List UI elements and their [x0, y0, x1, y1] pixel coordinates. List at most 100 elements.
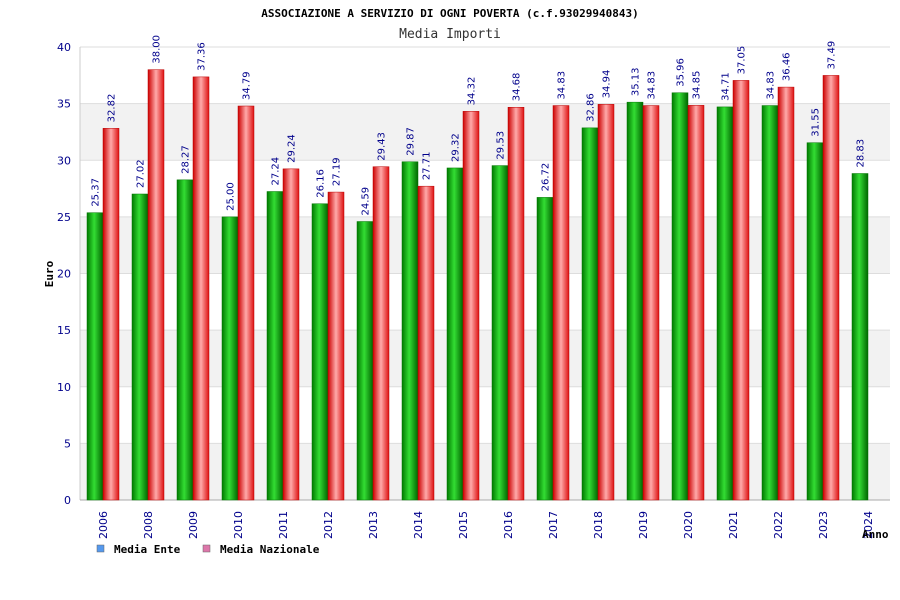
bar-value-label: 26.16 — [316, 169, 327, 198]
plot-band — [80, 273, 890, 331]
y-tick-label: 30 — [57, 154, 71, 167]
bar-value-label: 29.87 — [406, 127, 417, 156]
bar-media-ente — [446, 167, 464, 501]
bar-value-label: 25.00 — [226, 182, 237, 211]
bar-media-nazionale — [462, 111, 480, 501]
bar-value-label: 32.86 — [586, 93, 597, 122]
bar-media-nazionale — [372, 166, 390, 501]
bar-value-label: 25.37 — [91, 178, 102, 207]
bar-value-label: 34.94 — [602, 70, 613, 99]
bar-value-label: 34.68 — [512, 73, 523, 102]
x-tick-label: 2022 — [772, 511, 785, 539]
y-axis-ticks: 0 5 10 15 20 25 30 35 40 — [57, 41, 71, 507]
bar-media-nazionale — [822, 75, 840, 501]
bar-value-label: 32.82 — [107, 94, 118, 123]
y-tick-label: 35 — [57, 98, 71, 111]
x-tick-label: 2009 — [187, 511, 200, 539]
bar-media-ente — [491, 165, 509, 501]
bar-media-ente — [86, 212, 104, 501]
bar-media-ente — [221, 216, 239, 501]
legend-label: Media Nazionale — [220, 543, 320, 556]
y-tick-label: 40 — [57, 41, 71, 54]
bar-media-nazionale — [777, 86, 795, 501]
bar-media-ente — [536, 197, 554, 501]
x-tick-label: 2021 — [727, 511, 740, 539]
legend-swatch — [96, 544, 105, 553]
bar-media-ente — [581, 127, 599, 501]
plot-band — [80, 160, 890, 217]
bar-media-nazionale — [597, 104, 615, 501]
bar-value-label: 38.00 — [152, 35, 163, 64]
bar-value-label: 34.83 — [647, 71, 658, 100]
bar-media-nazionale — [147, 69, 165, 501]
x-tick-label: 2008 — [142, 511, 155, 539]
y-tick-label: 20 — [57, 268, 71, 281]
bar-value-label: 34.79 — [242, 71, 253, 100]
x-tick-label: 2016 — [502, 511, 515, 539]
bar-media-nazionale — [552, 105, 570, 501]
y-tick-label: 5 — [64, 437, 71, 450]
y-tick-label: 25 — [57, 211, 71, 224]
bars — [86, 69, 869, 501]
x-tick-label: 2013 — [367, 511, 380, 539]
grid-lines — [79, 46, 890, 501]
legend-swatch — [202, 544, 211, 553]
bar-media-ente — [131, 193, 149, 501]
bar-value-label: 34.71 — [721, 72, 732, 101]
value-labels: 25.37 32.82 27.02 38.00 28.27 37.36 25.00 34.79… — [91, 35, 867, 216]
bar-media-ente — [401, 161, 419, 501]
bar-value-label: 26.72 — [541, 163, 552, 192]
bar-value-label: 34.83 — [766, 71, 777, 100]
bar-media-ente — [311, 203, 329, 501]
bar-media-ente — [266, 191, 284, 501]
bar-media-ente — [626, 101, 644, 501]
bar-media-ente — [176, 179, 194, 501]
bar-value-label: 34.83 — [557, 71, 568, 100]
bar-value-label: 27.24 — [271, 157, 282, 186]
bar-value-label: 36.46 — [782, 52, 793, 81]
bar-value-label: 24.59 — [361, 187, 372, 216]
legend: Media Ente Media Nazionale — [96, 543, 320, 556]
bar-value-label: 31.55 — [811, 108, 822, 137]
bar-value-label: 29.53 — [496, 131, 507, 160]
bar-value-label: 37.05 — [737, 46, 748, 75]
bar-media-nazionale — [642, 105, 660, 501]
bar-value-label: 27.19 — [332, 157, 343, 186]
x-tick-label: 2006 — [97, 511, 110, 539]
legend-label: Media Ente — [114, 543, 181, 556]
plot-band — [80, 47, 890, 104]
x-axis-label: Anno — [862, 528, 889, 541]
bar-value-label: 34.32 — [467, 77, 478, 106]
bar-value-label: 29.43 — [377, 132, 388, 161]
plot-band — [80, 216, 890, 274]
bar-media-ente — [761, 105, 779, 501]
x-tick-label: 2024 — [862, 511, 875, 539]
bar-value-label: 28.27 — [181, 145, 192, 174]
x-tick-label: 2014 — [412, 511, 425, 539]
bar-media-nazionale — [732, 80, 750, 501]
bar-media-ente — [806, 142, 824, 501]
y-tick-label: 10 — [57, 381, 71, 394]
bar-value-label: 35.96 — [676, 58, 687, 87]
plot-background — [80, 47, 890, 500]
bar-media-ente — [356, 221, 374, 501]
x-tick-label: 2011 — [277, 511, 290, 539]
bar-value-label: 35.13 — [631, 68, 642, 97]
x-tick-label: 2019 — [637, 511, 650, 539]
bar-media-nazionale — [507, 106, 525, 501]
bar-value-label: 28.83 — [856, 139, 867, 168]
x-tick-label: 2017 — [547, 511, 560, 539]
y-axis-label: Euro — [43, 260, 56, 287]
x-tick-label: 2023 — [817, 511, 830, 539]
bar-value-label: 29.24 — [287, 134, 298, 163]
y-tick-label: 0 — [64, 494, 71, 507]
plot-band — [80, 386, 890, 444]
bar-media-nazionale — [282, 168, 300, 501]
bar-value-label: 29.32 — [451, 133, 462, 162]
bar-media-nazionale — [687, 105, 705, 501]
x-tick-label: 2018 — [592, 511, 605, 539]
plot-band — [80, 330, 890, 387]
x-tick-label: 2012 — [322, 511, 335, 539]
x-tick-label: 2015 — [457, 511, 470, 539]
x-tick-label: 2020 — [682, 511, 695, 539]
